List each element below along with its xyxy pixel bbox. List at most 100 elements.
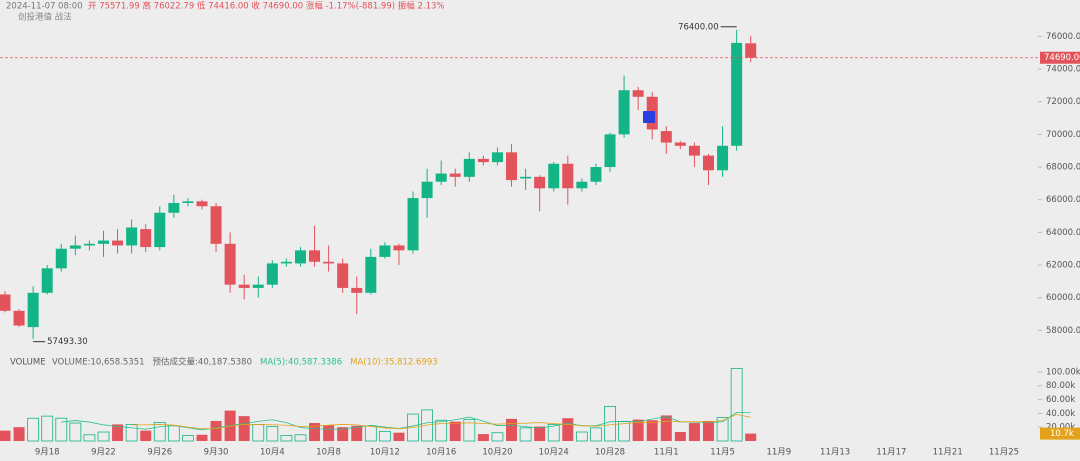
volume-bar <box>463 419 476 442</box>
volume-bar <box>351 425 363 441</box>
volume-bar <box>13 427 25 441</box>
volume-bar <box>688 423 700 441</box>
candle-body <box>506 152 518 181</box>
volume-bar <box>506 418 518 441</box>
candle-body <box>688 145 700 156</box>
candle-body <box>520 176 532 179</box>
candle-body <box>703 155 714 171</box>
volume-bar <box>477 434 489 441</box>
last-price-box <box>1040 51 1080 64</box>
candle-body <box>27 292 39 328</box>
candle-body <box>548 163 560 189</box>
volume-bar <box>393 432 405 441</box>
volume-bar <box>112 424 124 441</box>
legend-entry: VOLUME:10,658.5351 <box>52 358 145 368</box>
volume-bar <box>703 420 714 441</box>
candle-body <box>97 240 109 244</box>
last-volume-label: 10.7k <box>1050 429 1074 439</box>
volume-bar <box>280 435 293 442</box>
volume-bar <box>294 434 307 442</box>
header-time: 2024-11-07 08:00 <box>6 2 83 12</box>
x-tick-label: 9月30 <box>204 448 229 458</box>
volume-bar <box>323 425 335 441</box>
candle-body <box>379 245 391 257</box>
candle-body <box>745 43 757 58</box>
x-tick-label: 11月5 <box>710 448 735 458</box>
volume-bar <box>674 432 686 441</box>
candle-body <box>280 261 292 264</box>
volume-bar <box>660 415 672 441</box>
candle-body <box>393 245 405 251</box>
header-info: 开 75571.99 高 76022.79 低 74416.00 收 74690… <box>88 1 444 12</box>
candle-body <box>590 167 602 182</box>
volume-bar <box>716 417 729 442</box>
candle-body <box>674 142 686 146</box>
candle-body <box>604 134 616 168</box>
volume-bar <box>562 418 574 441</box>
x-tick-label: 10月24 <box>539 448 569 458</box>
volume-bar <box>618 421 630 442</box>
y-tick-label: 80.00k <box>1046 381 1075 391</box>
volume-bar <box>745 433 757 441</box>
candle-body <box>182 201 194 203</box>
volume-bar <box>547 424 560 442</box>
marker-icon <box>643 111 655 123</box>
candle-body <box>421 181 433 199</box>
candle-body <box>41 268 53 293</box>
volume-bar <box>575 431 588 442</box>
x-tick-label: 10月8 <box>316 448 341 458</box>
y-tick-label: 66000.00 <box>1046 195 1080 205</box>
volume-bar <box>435 419 448 442</box>
candle-body <box>0 294 11 311</box>
volume-bar <box>83 434 96 442</box>
candle-body <box>534 176 546 189</box>
volume-bar <box>378 430 391 442</box>
candle-body <box>252 284 264 288</box>
x-tick-label: 11月25 <box>989 448 1019 458</box>
volume-bar <box>519 427 532 442</box>
y-tick-label: 40.00k <box>1046 409 1075 419</box>
volume-bar <box>97 431 110 442</box>
header-sub: 创投港值 战法 <box>18 12 72 23</box>
candle-body <box>351 287 363 293</box>
volume-bar <box>407 413 419 442</box>
x-tick-label: 11月9 <box>766 448 791 458</box>
volume-bar <box>364 425 377 442</box>
x-tick-label: 10月20 <box>482 448 512 458</box>
candle-body <box>126 227 138 246</box>
low-annotation: 57493.30 <box>47 337 88 347</box>
volume-bar <box>140 430 152 441</box>
volume-bar <box>337 427 349 441</box>
high-annotation: 76400.00 <box>678 22 719 32</box>
volume-bar <box>55 417 68 442</box>
x-tick-label: 10月16 <box>426 448 456 458</box>
volume-title: VOLUME <box>10 358 46 368</box>
volume-bar <box>210 420 222 441</box>
volume-bar <box>0 430 11 441</box>
legend-entry: 预估成交量:40,187.5380 <box>153 357 252 368</box>
candle-body <box>407 198 419 251</box>
volume-bar <box>646 420 658 441</box>
volume-bar <box>69 422 82 442</box>
volume-bar <box>252 424 265 442</box>
volume-bar <box>238 416 250 441</box>
y-tick-label: 68000.00 <box>1046 163 1080 173</box>
candle-body <box>294 250 306 264</box>
candle-body <box>309 250 321 262</box>
x-tick-label: 11月21 <box>933 448 963 458</box>
candle-body <box>491 152 503 163</box>
volume-bar <box>730 368 743 442</box>
last-price-label: 74690.00 <box>1044 53 1080 63</box>
candle-body <box>435 173 447 182</box>
candle-body <box>224 243 236 285</box>
x-tick-label: 9月18 <box>35 448 60 458</box>
volume-bar <box>449 421 461 441</box>
candle-body <box>55 248 67 269</box>
x-tick-label: 11月17 <box>876 448 906 458</box>
volume-bar <box>27 417 40 442</box>
candle-body <box>449 173 461 177</box>
candle-body <box>266 263 278 285</box>
y-tick-label: 70000.00 <box>1046 130 1080 140</box>
candle-body <box>365 256 377 293</box>
